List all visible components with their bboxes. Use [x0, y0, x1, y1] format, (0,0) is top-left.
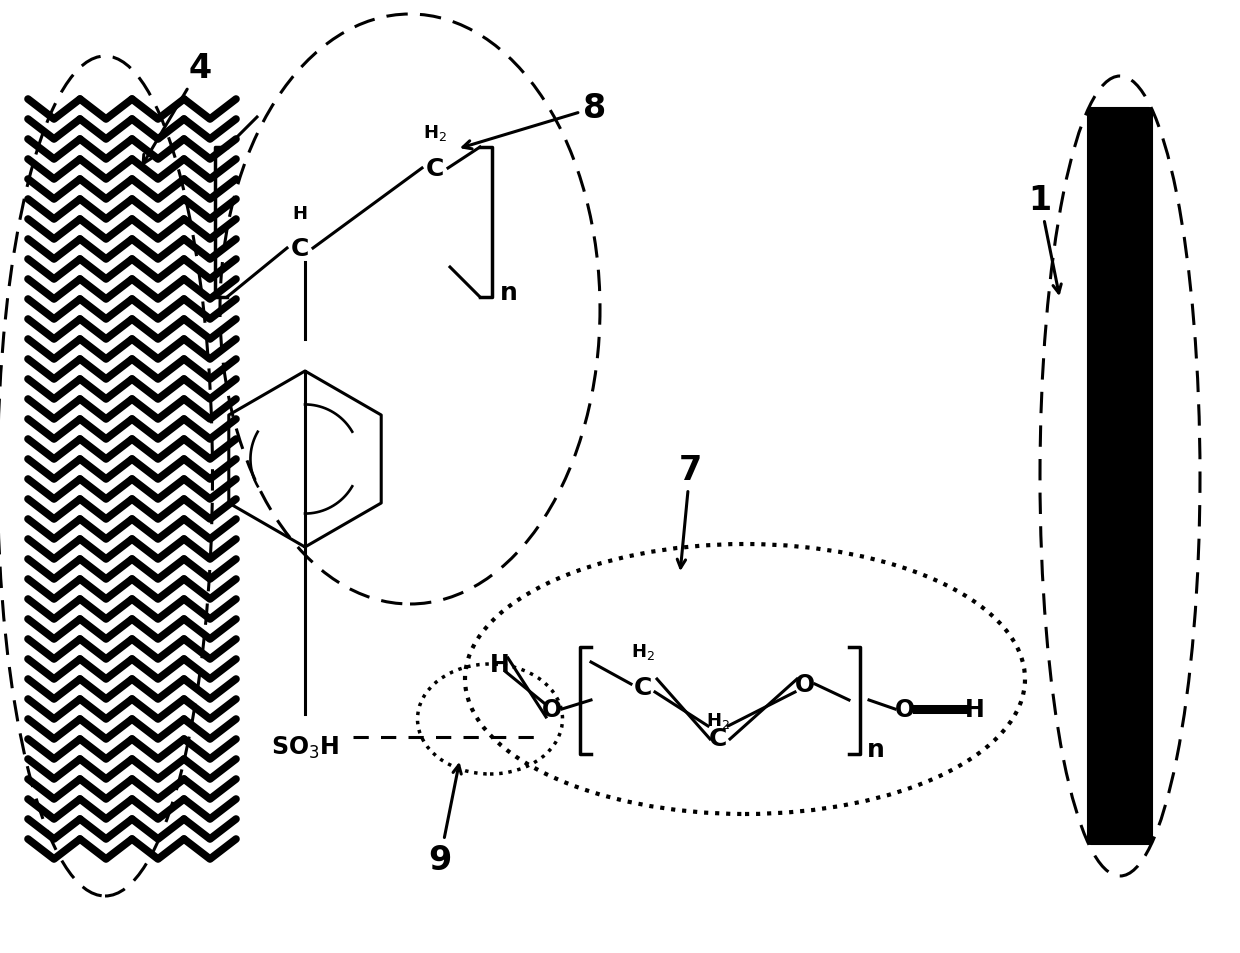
Text: O: O: [542, 698, 562, 721]
Text: O: O: [895, 698, 915, 721]
Text: 7: 7: [677, 454, 702, 568]
Text: C: C: [709, 726, 727, 750]
Text: O: O: [795, 672, 815, 697]
Text: H: H: [490, 652, 510, 677]
Text: SO$_3$H: SO$_3$H: [270, 734, 339, 760]
Text: H: H: [293, 205, 308, 223]
Text: H$_2$: H$_2$: [631, 641, 655, 661]
Text: 9: 9: [428, 765, 461, 876]
Text: C: C: [634, 676, 652, 700]
Text: n: n: [867, 738, 885, 761]
Text: 8: 8: [463, 91, 606, 150]
Text: C: C: [291, 236, 309, 261]
Text: H$_2$: H$_2$: [706, 710, 730, 730]
Text: H: H: [965, 698, 985, 721]
Text: C: C: [425, 157, 444, 181]
Text: H$_2$: H$_2$: [423, 123, 446, 143]
Text: n: n: [500, 281, 518, 305]
FancyBboxPatch shape: [1087, 109, 1152, 844]
Text: 1: 1: [1028, 184, 1061, 294]
Text: 4: 4: [143, 52, 212, 165]
